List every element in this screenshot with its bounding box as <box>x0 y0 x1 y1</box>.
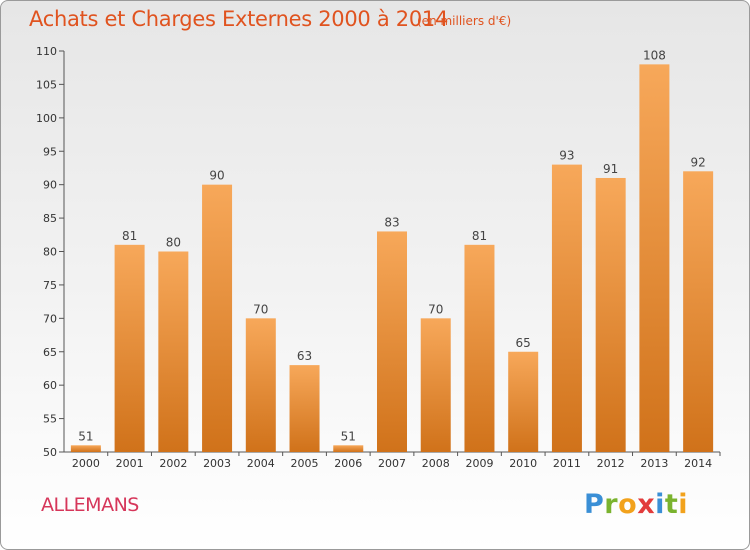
bar-2006 <box>333 445 364 452</box>
y-tick-label: 95 <box>43 145 57 158</box>
y-tick-label: 70 <box>43 312 57 325</box>
data-label-2003: 90 <box>209 169 224 183</box>
bars <box>70 64 714 453</box>
y-tick-label: 85 <box>43 212 57 225</box>
unit-note: (en milliers d'€) <box>417 14 512 28</box>
x-tick-label: 2005 <box>291 457 319 470</box>
data-label-2011: 93 <box>559 149 574 163</box>
data-label-2008: 70 <box>428 302 443 316</box>
y-tick-label: 55 <box>43 413 57 426</box>
bar-2010 <box>508 351 539 452</box>
commune-name: ALLEMANS <box>41 494 139 516</box>
bar-2001 <box>114 244 145 452</box>
x-tick-label: 2014 <box>684 457 712 470</box>
logo-letter: x <box>637 489 656 520</box>
data-label-2010: 65 <box>516 336 531 350</box>
x-tick-label: 2004 <box>247 457 275 470</box>
data-label-2001: 81 <box>122 229 137 243</box>
x-tick-label: 2000 <box>72 457 100 470</box>
y-tick-label: 50 <box>43 446 57 459</box>
chart-title: Achats et Charges Externes 2000 à 2014 <box>29 7 449 31</box>
logo-letter: o <box>618 489 638 520</box>
bar-2007 <box>377 231 407 452</box>
x-tick-label: 2013 <box>640 457 668 470</box>
y-tick-label: 110 <box>36 45 57 58</box>
y-tick-label: 60 <box>43 379 57 392</box>
y-tick-label: 65 <box>43 346 57 359</box>
y-tick-label: 105 <box>36 78 57 91</box>
y-tick-label: 80 <box>43 246 57 259</box>
bar-2014 <box>683 171 714 453</box>
axes: 50 55 60 65 70 75 80 85 90 95 100 105 110 2000 2001 200… <box>36 45 721 470</box>
data-label-2006: 51 <box>341 429 356 443</box>
logo-letter: i <box>655 489 665 520</box>
bar-2011 <box>551 164 582 452</box>
bar-2000 <box>70 445 101 452</box>
bar-2009 <box>464 244 495 452</box>
data-label-2004: 70 <box>253 302 268 316</box>
y-tick-label: 90 <box>43 179 57 192</box>
bar-2012 <box>595 177 626 452</box>
bar-2002 <box>158 251 189 452</box>
x-tick-label: 2002 <box>159 457 187 470</box>
data-label-2013: 108 <box>643 48 666 62</box>
logo-letter: r <box>604 489 619 520</box>
x-tick-label: 2009 <box>465 457 493 470</box>
logo-letter: P <box>584 489 605 520</box>
y-tick-label: 100 <box>36 112 57 125</box>
bar-2004 <box>245 318 276 452</box>
x-tick-label: 2008 <box>422 457 450 470</box>
bar-2005 <box>289 365 320 452</box>
x-tick-label: 2006 <box>334 457 362 470</box>
data-label-2009: 81 <box>472 229 487 243</box>
data-label-2005: 63 <box>297 349 312 363</box>
x-tick-label: 2001 <box>116 457 144 470</box>
data-label-2014: 92 <box>690 155 705 169</box>
y-tick-label: 75 <box>43 279 57 292</box>
logo-letter: t <box>664 489 679 520</box>
logo-letter: i <box>678 489 689 520</box>
x-tick-label: 2011 <box>553 457 581 470</box>
data-label-2007: 83 <box>384 215 399 229</box>
data-label-2012: 91 <box>603 162 618 176</box>
data-label-2002: 80 <box>166 236 181 250</box>
x-tick-label: 2007 <box>378 457 406 470</box>
x-tick-label: 2012 <box>597 457 625 470</box>
bar-2003 <box>202 184 233 452</box>
data-labels: 51 81 80 90 70 63 51 83 70 81 65 93 91 108 92 <box>78 48 706 443</box>
data-label-2000: 51 <box>78 429 93 443</box>
proxiti-logo: Proxiti <box>584 489 688 520</box>
bar-2013 <box>639 64 670 452</box>
x-tick-label: 2010 <box>509 457 537 470</box>
bar-2008 <box>420 318 451 452</box>
x-tick-label: 2003 <box>203 457 231 470</box>
